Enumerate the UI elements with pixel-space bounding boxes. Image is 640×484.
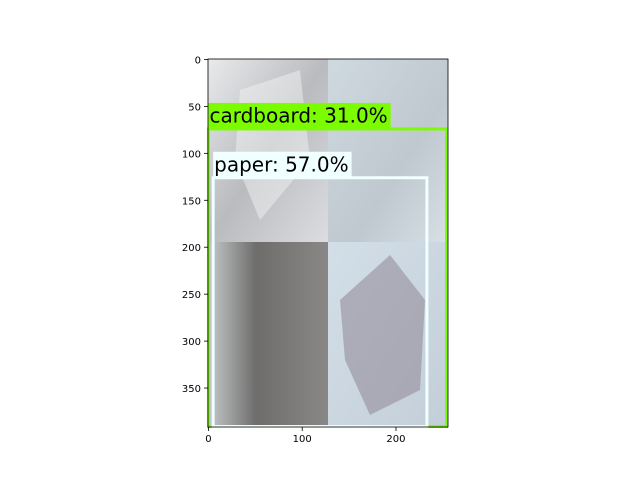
label-background (213, 151, 352, 178)
y-tick-label: 100 (182, 149, 201, 160)
label-background (208, 102, 391, 129)
axes-frame (207, 58, 449, 428)
y-tick-label: 250 (182, 290, 201, 301)
y-tick-label: 300 (182, 337, 201, 348)
detection-label: paper: 57.0% (214, 152, 348, 176)
y-tick-label: 0 (195, 55, 201, 66)
x-tick-label: 200 (386, 434, 405, 445)
image-tile (208, 242, 328, 427)
x-tick-label: 100 (293, 434, 312, 445)
detection-label: cardboard: 31.0% (209, 103, 387, 127)
detections: cardboard: 31.0% paper: 57.0% (206, 102, 449, 429)
image-detail (340, 255, 425, 415)
y-tick-label: 200 (182, 243, 201, 254)
y-tick-label: 50 (188, 102, 201, 113)
y-tick-label: 350 (182, 384, 201, 395)
y-tick-label: 150 (182, 196, 201, 207)
image-tile (328, 59, 448, 242)
x-tick-label: 0 (205, 434, 211, 445)
